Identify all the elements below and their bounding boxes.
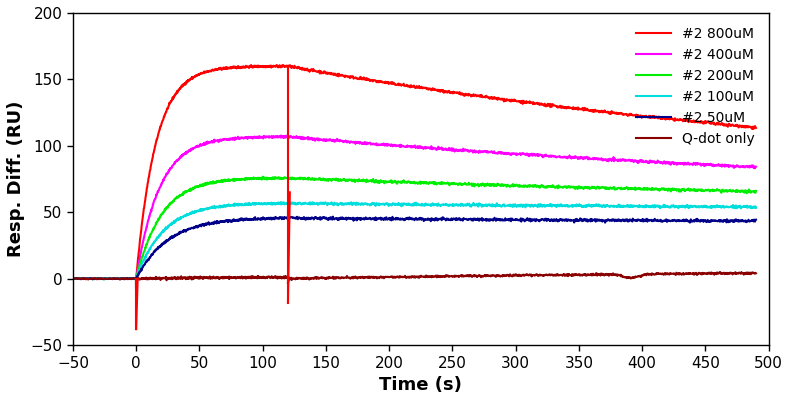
#2 800uM	[278, 63, 288, 67]
#2 50uM	[386, 216, 396, 221]
#2 200uM	[519, 184, 529, 189]
#2 50uM	[751, 217, 761, 222]
#2 400uM	[188, 146, 198, 151]
#2 50uM	[88, 276, 97, 281]
#2 100uM	[68, 276, 77, 281]
Y-axis label: Resp. Diff. (RU): Resp. Diff. (RU)	[7, 101, 25, 257]
#2 800uM	[519, 99, 529, 104]
#2 800uM	[704, 120, 713, 125]
Q-dot only	[386, 275, 395, 279]
#2 100uM	[100, 277, 110, 282]
#2 200uM	[342, 178, 352, 183]
#2 400uM	[342, 139, 352, 144]
#2 800uM	[751, 126, 761, 130]
Q-dot only	[737, 269, 747, 274]
Legend: #2 800uM, #2 400uM, #2 200uM, #2 100uM, #2 50uM, Q-dot only: #2 800uM, #2 400uM, #2 200uM, #2 100uM, …	[629, 20, 762, 152]
#2 800uM	[68, 276, 77, 281]
#2 100uM	[342, 202, 352, 207]
#2 100uM	[386, 202, 396, 207]
#2 100uM	[276, 200, 286, 205]
#2 400uM	[283, 133, 292, 138]
#2 50uM	[68, 276, 77, 281]
#2 50uM	[704, 219, 713, 224]
#2 100uM	[519, 204, 529, 209]
#2 200uM	[126, 277, 136, 282]
Line: #2 100uM: #2 100uM	[73, 202, 756, 279]
#2 50uM	[188, 226, 198, 231]
#2 400uM	[751, 164, 761, 169]
#2 200uM	[386, 178, 396, 183]
#2 100uM	[704, 205, 713, 209]
Line: #2 400uM: #2 400uM	[73, 136, 756, 279]
Line: #2 50uM: #2 50uM	[73, 217, 756, 279]
#2 400uM	[519, 152, 529, 157]
#2 800uM	[131, 277, 141, 282]
Line: #2 200uM: #2 200uM	[73, 177, 756, 279]
#2 50uM	[88, 277, 97, 282]
Q-dot only	[88, 276, 97, 281]
Q-dot only	[188, 276, 198, 281]
#2 800uM	[88, 276, 97, 281]
#2 800uM	[386, 81, 396, 86]
#2 200uM	[704, 188, 713, 193]
#2 100uM	[751, 205, 761, 210]
#2 50uM	[342, 217, 352, 222]
#2 400uM	[88, 276, 97, 281]
#2 100uM	[88, 276, 97, 281]
#2 200uM	[88, 276, 97, 281]
#2 200uM	[751, 188, 761, 193]
Line: Q-dot only: Q-dot only	[73, 272, 756, 280]
Line: #2 800uM: #2 800uM	[73, 65, 756, 279]
#2 200uM	[258, 174, 268, 179]
Q-dot only	[703, 271, 713, 275]
#2 100uM	[188, 210, 198, 215]
Q-dot only	[68, 276, 77, 281]
Q-dot only	[341, 275, 351, 280]
#2 50uM	[328, 214, 337, 219]
#2 400uM	[704, 162, 713, 167]
#2 400uM	[386, 142, 396, 147]
#2 200uM	[188, 186, 198, 190]
#2 50uM	[519, 218, 529, 223]
#2 400uM	[68, 276, 77, 281]
#2 200uM	[68, 276, 77, 281]
Q-dot only	[162, 278, 171, 283]
Q-dot only	[751, 271, 761, 275]
#2 800uM	[342, 74, 352, 79]
#2 800uM	[188, 75, 198, 80]
X-axis label: Time (s): Time (s)	[379, 376, 462, 394]
#2 400uM	[107, 277, 117, 282]
Q-dot only	[519, 272, 529, 277]
